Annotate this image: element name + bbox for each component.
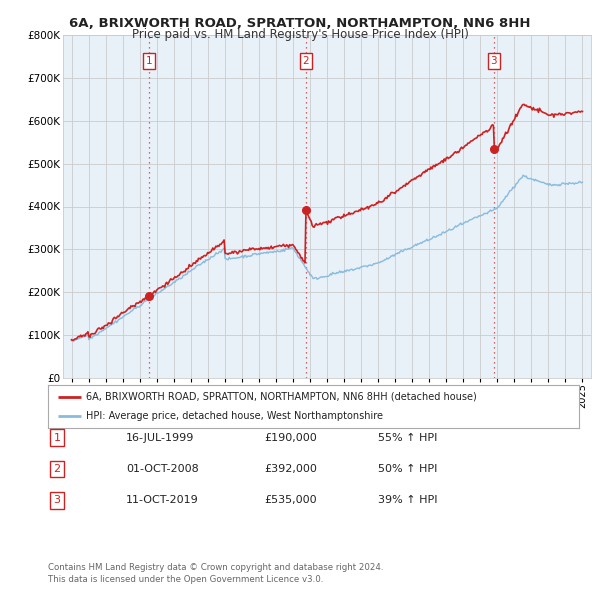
Text: 2: 2 [302, 56, 309, 66]
Text: 39% ↑ HPI: 39% ↑ HPI [378, 496, 437, 505]
Text: 50% ↑ HPI: 50% ↑ HPI [378, 464, 437, 474]
Text: £392,000: £392,000 [264, 464, 317, 474]
Text: 6A, BRIXWORTH ROAD, SPRATTON, NORTHAMPTON, NN6 8HH: 6A, BRIXWORTH ROAD, SPRATTON, NORTHAMPTO… [69, 17, 531, 30]
Text: Contains HM Land Registry data © Crown copyright and database right 2024.: Contains HM Land Registry data © Crown c… [48, 563, 383, 572]
Text: 2: 2 [53, 464, 61, 474]
Text: 11-OCT-2019: 11-OCT-2019 [126, 496, 199, 505]
Text: 55% ↑ HPI: 55% ↑ HPI [378, 433, 437, 442]
Text: 01-OCT-2008: 01-OCT-2008 [126, 464, 199, 474]
Text: 1: 1 [53, 433, 61, 442]
Text: £190,000: £190,000 [264, 433, 317, 442]
Text: 1: 1 [146, 56, 152, 66]
Text: HPI: Average price, detached house, West Northamptonshire: HPI: Average price, detached house, West… [86, 411, 383, 421]
Text: 16-JUL-1999: 16-JUL-1999 [126, 433, 194, 442]
Text: 3: 3 [490, 56, 497, 66]
Text: This data is licensed under the Open Government Licence v3.0.: This data is licensed under the Open Gov… [48, 575, 323, 584]
Text: £535,000: £535,000 [264, 496, 317, 505]
Text: 3: 3 [53, 496, 61, 505]
Text: 6A, BRIXWORTH ROAD, SPRATTON, NORTHAMPTON, NN6 8HH (detached house): 6A, BRIXWORTH ROAD, SPRATTON, NORTHAMPTO… [86, 392, 477, 402]
Text: Price paid vs. HM Land Registry's House Price Index (HPI): Price paid vs. HM Land Registry's House … [131, 28, 469, 41]
